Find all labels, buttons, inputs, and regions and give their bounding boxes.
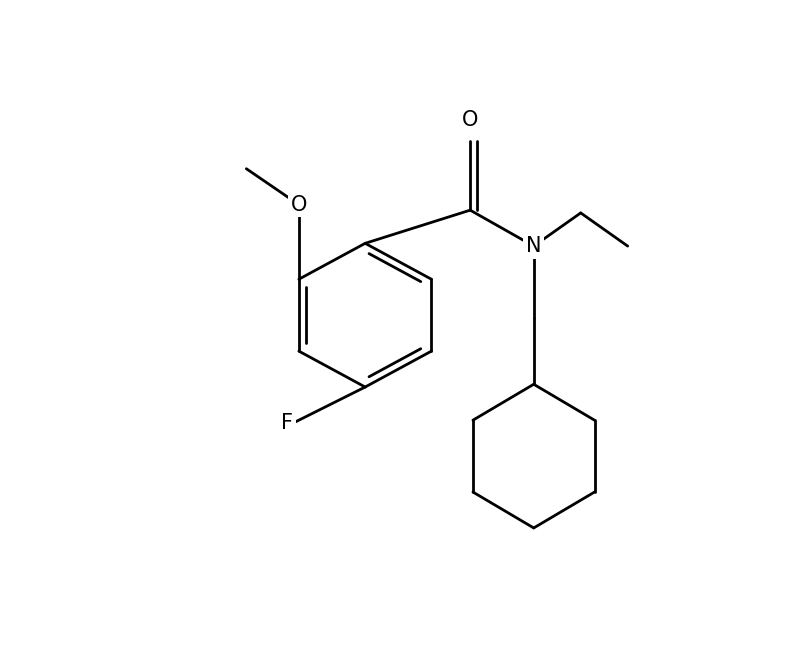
Text: F: F xyxy=(281,413,293,433)
Text: N: N xyxy=(526,236,541,256)
Text: O: O xyxy=(462,110,478,130)
Text: O: O xyxy=(291,194,307,214)
